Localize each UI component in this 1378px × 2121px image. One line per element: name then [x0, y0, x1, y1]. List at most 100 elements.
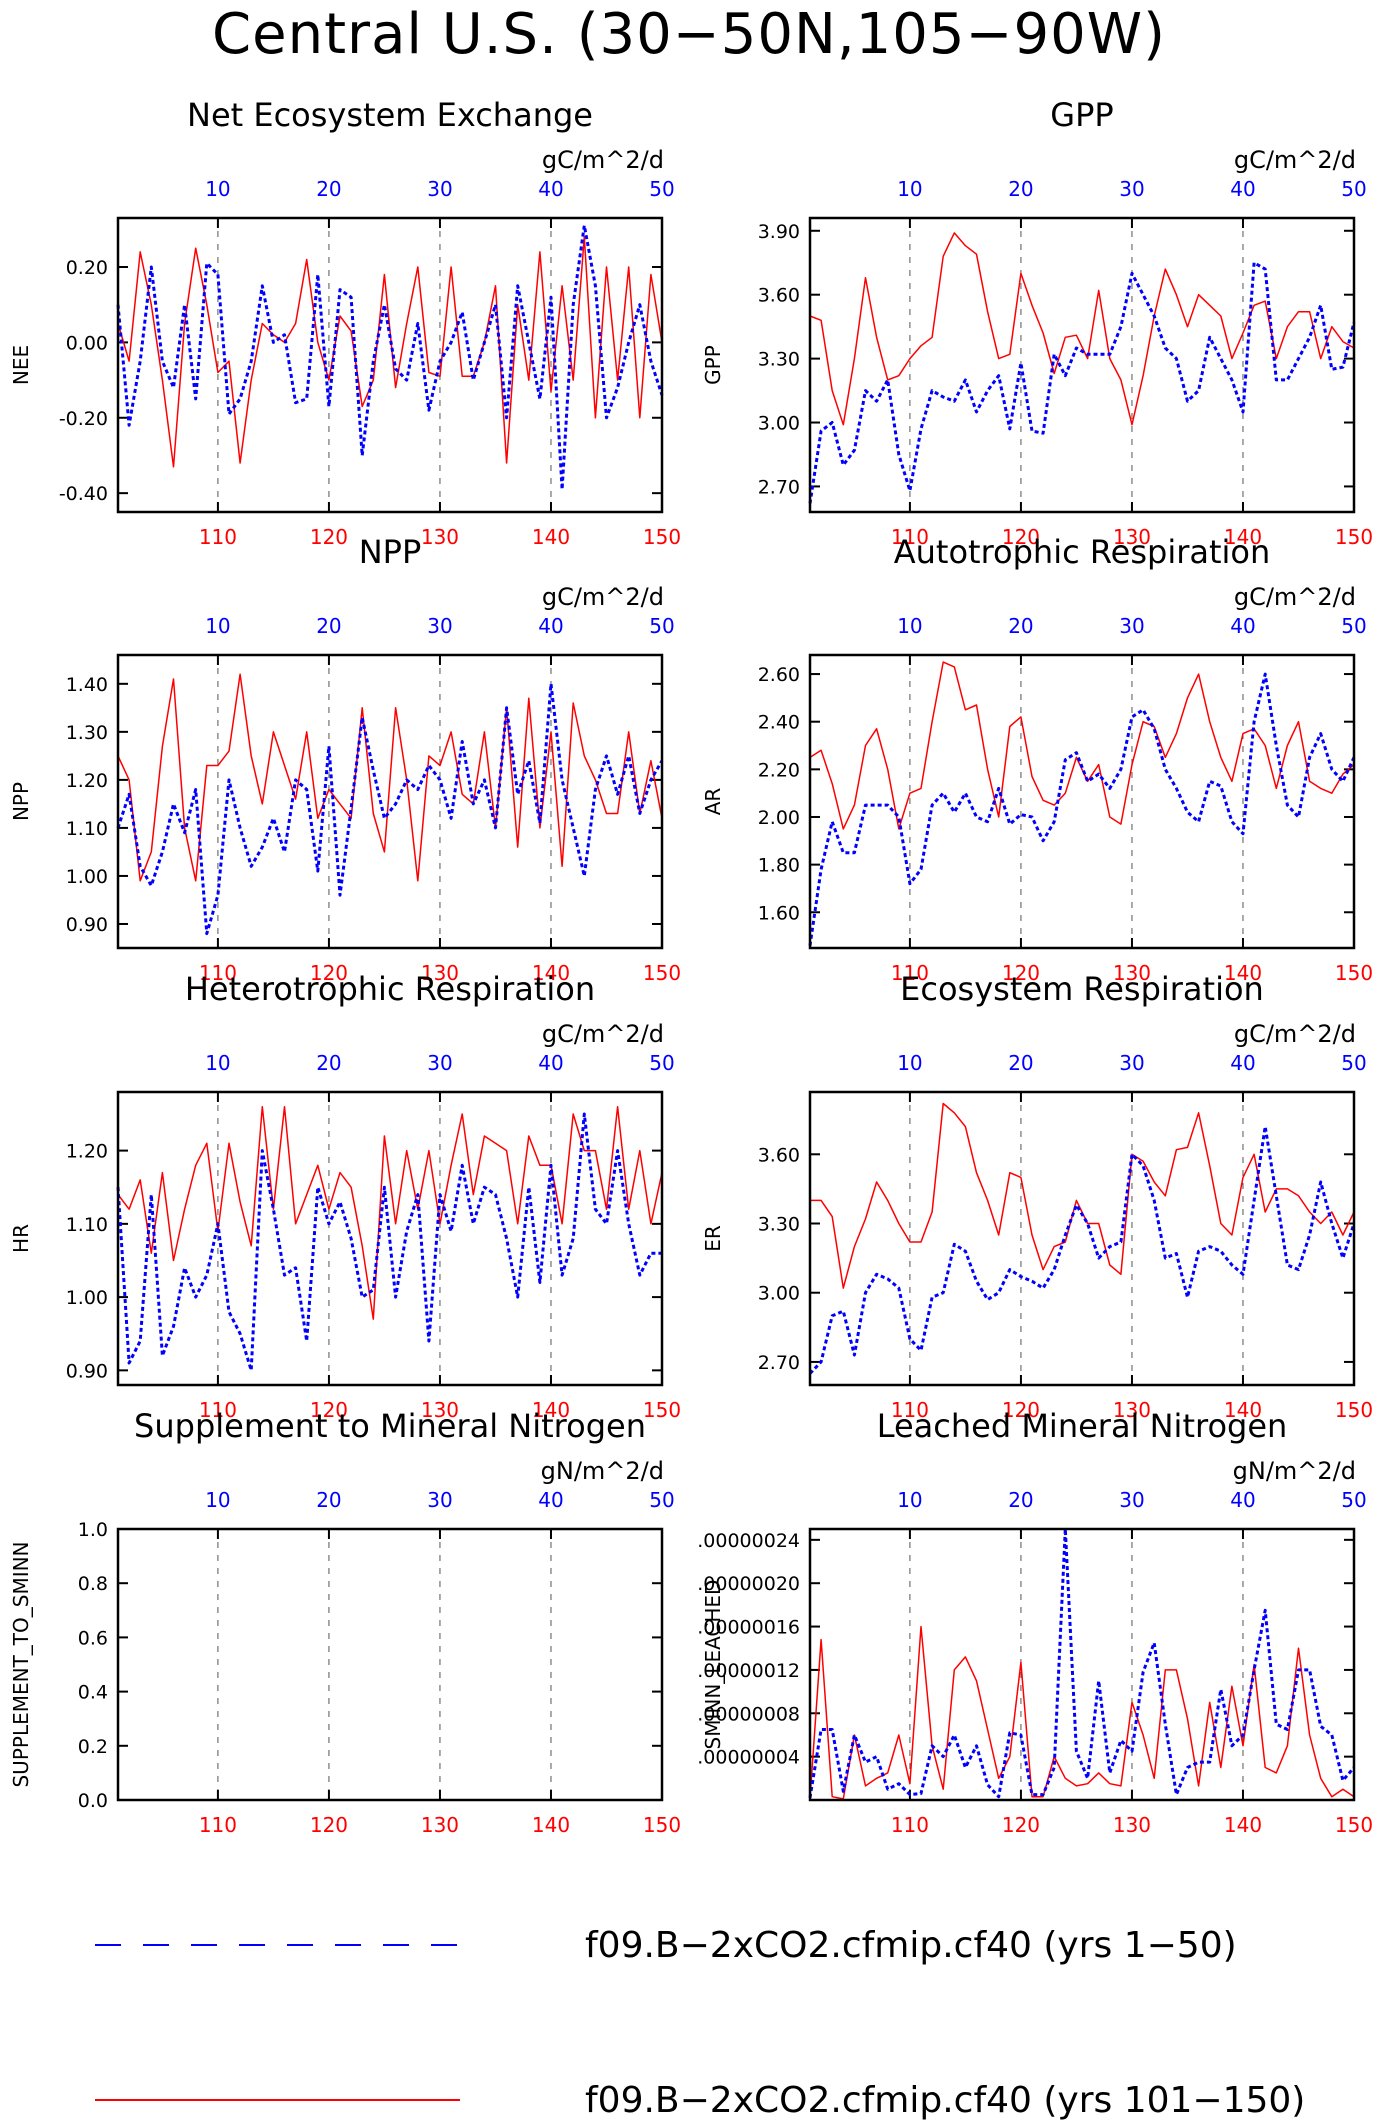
- panel-5-y-tick-label: 0.90: [66, 1360, 108, 1382]
- panel-6-x-tick-label-top: 30: [1119, 1051, 1144, 1075]
- panel-3-x-tick-label-bottom: 150: [643, 961, 681, 985]
- panel-1-x-tick-label-bottom: 110: [199, 525, 237, 549]
- panel-2-series-blue-dashed-line: [808, 261, 1356, 504]
- panel-8-y-tick-label: .00000008: [697, 1703, 800, 1725]
- panel-2-x-tick-label-top: 50: [1341, 177, 1366, 201]
- panel-7-x-tick-label-bottom: 110: [199, 1813, 237, 1837]
- panel-5-x-tick-label-top: 10: [205, 1051, 230, 1075]
- panel-6-y-tick-label: 3.00: [758, 1283, 800, 1305]
- panel-5-y-tick-label: 1.00: [66, 1287, 108, 1309]
- panel-4-plot-frame: [808, 653, 1356, 950]
- panel-2-y-tick-label: 3.60: [758, 285, 800, 307]
- panel-8-x-tick-label-top: 40: [1230, 1488, 1255, 1512]
- panel-6-title: Ecosystem Respiration: [900, 970, 1264, 1008]
- panel-6-x-tick-label-top: 50: [1341, 1051, 1366, 1075]
- panel-5-x-tick-label-top: 20: [316, 1051, 341, 1075]
- panel-2-x-tick-label-top: 10: [897, 177, 922, 201]
- panel-6-x-tick-label-bottom: 130: [1113, 1398, 1151, 1422]
- panel-1-series-red-line: [117, 236, 663, 468]
- panel-8-y-axis-label: SMINN_LEACHED: [701, 1580, 725, 1750]
- page-title: Central U.S. (30−50N,105−90W): [212, 2, 1166, 67]
- panel-8-y-tick-label: .00000024: [697, 1530, 800, 1552]
- panel-5-title: Heterotrophic Respiration: [185, 970, 595, 1008]
- panel-8-x-tick-label-top: 20: [1008, 1488, 1033, 1512]
- panel-4-y-tick-label: 1.80: [758, 855, 800, 877]
- panel-3-y-tick-label: 1.10: [66, 818, 108, 840]
- panel-8-series-red-line: [809, 1625, 1355, 1800]
- panel-5-y-axis-label: HR: [9, 1224, 33, 1253]
- panel-7-title: Supplement to Mineral Nitrogen: [134, 1407, 646, 1445]
- panel-2-title: GPP: [1050, 96, 1113, 134]
- panel-2-y-tick-label: 3.30: [758, 349, 800, 371]
- panel-3-x-tick-label-top: 10: [205, 614, 230, 638]
- panel-3-y-tick-label: 1.00: [66, 866, 108, 888]
- panel-4-x-tick-label-bottom: 130: [1113, 961, 1151, 985]
- panel-5-x-tick-label-bottom: 110: [199, 1398, 237, 1422]
- panel-7-y-axis-label: SUPPLEMENT_TO_SMINN: [9, 1541, 33, 1787]
- panel-1-x-tick-label-bottom: 140: [532, 525, 570, 549]
- panel-5-x-tick-label-bottom: 150: [643, 1398, 681, 1422]
- panel-8-x-tick-label-top: 10: [897, 1488, 922, 1512]
- panel-6-plot-frame: [808, 1090, 1356, 1387]
- panel-4-x-tick-label-bottom: 110: [891, 961, 929, 985]
- panel-4-y-tick-label: 1.60: [758, 902, 800, 924]
- panel-3-y-axis-label: NPP: [9, 782, 33, 821]
- panel-7-units-label: gN/m^2/d: [541, 1457, 664, 1485]
- panel-3-x-tick-label-bottom: 140: [532, 961, 570, 985]
- panel-4-y-tick-label: 2.60: [758, 664, 800, 686]
- legend-label-red: f09.B−2xCO2.cfmip.cf40 (yrs 101−150): [585, 2080, 1306, 2121]
- panel-8-x-tick-label-bottom: 150: [1335, 1813, 1373, 1837]
- panel-3-y-tick-label: 1.40: [66, 674, 108, 696]
- panel-7-x-tick-label-top: 20: [316, 1488, 341, 1512]
- panel-4-series-red-line: [809, 661, 1355, 830]
- panel-3-x-tick-label-bottom: 110: [199, 961, 237, 985]
- panel-5-plot-frame: [116, 1090, 664, 1387]
- panel-3-series-red-line: [117, 673, 663, 882]
- panel-5-x-tick-label-top: 30: [427, 1051, 452, 1075]
- panel-4-y-tick-label: 2.40: [758, 712, 800, 734]
- panel-7-x-tick-label-bottom: 120: [310, 1813, 348, 1837]
- panel-3-title: NPP: [359, 533, 422, 571]
- panel-3-x-tick-label-bottom: 130: [421, 961, 459, 985]
- panel-2-x-tick-label-bottom: 130: [1113, 525, 1151, 549]
- panel-7-y-tick-label: 0.0: [78, 1790, 108, 1812]
- panel-6-units-label: gC/m^2/d: [1234, 1020, 1356, 1048]
- panel-4-y-tick-label: 2.00: [758, 807, 800, 829]
- panel-5-x-tick-label-bottom: 130: [421, 1398, 459, 1422]
- panel-4-x-tick-label-top: 50: [1341, 614, 1366, 638]
- panel-1-y-axis-label: NEE: [9, 345, 33, 385]
- panel-8-x-tick-label-bottom: 120: [1002, 1813, 1040, 1837]
- panel-6-x-tick-label-bottom: 120: [1002, 1398, 1040, 1422]
- panel-4-title: Autotrophic Respiration: [894, 533, 1271, 571]
- panel-7-x-tick-label-top: 50: [649, 1488, 674, 1512]
- panel-1-units-label: gC/m^2/d: [542, 146, 664, 174]
- panel-4-x-tick-label-top: 40: [1230, 614, 1255, 638]
- panel-1-series-blue-dashed-line: [116, 224, 664, 491]
- panel-2-plot-frame: [808, 216, 1356, 514]
- panel-5-x-tick-label-top: 50: [649, 1051, 674, 1075]
- panel-3-x-tick-label-top: 20: [316, 614, 341, 638]
- panel-7-y-tick-label: 0.4: [78, 1682, 108, 1704]
- panel-7-y-tick-label: 1.0: [78, 1519, 108, 1541]
- panel-1-x-tick-label-bottom: 150: [643, 525, 681, 549]
- panel-1-plot-frame: [116, 216, 664, 514]
- panel-7-x-tick-label-top: 30: [427, 1488, 452, 1512]
- panel-1-y-tick-label: 0.20: [66, 257, 108, 279]
- panel-6-y-tick-label: 2.70: [758, 1352, 800, 1374]
- panel-1-x-tick-label-top: 20: [316, 177, 341, 201]
- panel-4-x-tick-label-bottom: 150: [1335, 961, 1373, 985]
- panel-7-x-tick-label-bottom: 130: [421, 1813, 459, 1837]
- panel-7-plot-frame: [116, 1527, 664, 1802]
- panel-5-units-label: gC/m^2/d: [542, 1020, 664, 1048]
- legend-label-blue: f09.B−2xCO2.cfmip.cf40 (yrs 1−50): [585, 1925, 1237, 1966]
- panel-1-x-tick-label-top: 40: [538, 177, 563, 201]
- panel-8-units-label: gN/m^2/d: [1233, 1457, 1356, 1485]
- panel-4-units-label: gC/m^2/d: [1234, 583, 1356, 611]
- panel-4-x-tick-label-top: 30: [1119, 614, 1144, 638]
- panel-4-x-tick-label-top: 10: [897, 614, 922, 638]
- panel-6-y-tick-label: 3.30: [758, 1214, 800, 1236]
- panel-4-x-tick-label-top: 20: [1008, 614, 1033, 638]
- panel-3-x-tick-label-top: 40: [538, 614, 563, 638]
- panel-5-series-red-line: [117, 1105, 663, 1320]
- panel-3-y-tick-label: 1.30: [66, 722, 108, 744]
